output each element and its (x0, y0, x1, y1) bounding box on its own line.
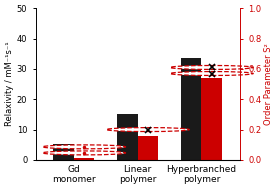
Bar (117, 114, 138, 160)
Circle shape (170, 72, 253, 75)
Bar (138, 136, 158, 160)
Y-axis label: Order Parameter S²: Order Parameter S² (264, 43, 273, 125)
Bar (53, 144, 74, 160)
Circle shape (106, 128, 189, 132)
Bar (74, 158, 94, 160)
Circle shape (43, 145, 126, 149)
Circle shape (43, 151, 126, 155)
Bar (181, 58, 202, 160)
Circle shape (170, 65, 253, 69)
Bar (202, 78, 222, 160)
Y-axis label: Relaxivity / mM⁻¹s⁻¹: Relaxivity / mM⁻¹s⁻¹ (5, 42, 14, 126)
